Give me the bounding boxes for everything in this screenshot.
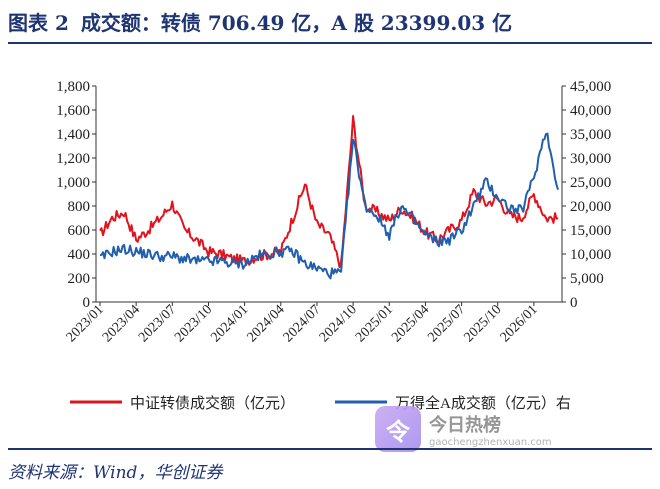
- left-tick-label: 200: [68, 271, 91, 287]
- x-tick-label: 2023/10: [172, 302, 215, 345]
- left-tick-label: 1,000: [56, 175, 90, 191]
- x-tick-label: 2025/04: [389, 302, 432, 345]
- left-tick-label: 400: [68, 247, 91, 263]
- right-tick-label: 35,000: [570, 127, 611, 143]
- series-line-convertible-bond: [99, 115, 559, 269]
- series-line-wind-all-a: [99, 132, 559, 280]
- left-tick-label: 1,400: [56, 127, 90, 143]
- right-tick-label: 40,000: [570, 103, 611, 119]
- left-tick-label: 1,600: [56, 103, 90, 119]
- turnover-chart: 0 200 400 600 800 1,000 1,200 1,400 1,600 1,800 0…: [56, 79, 611, 412]
- legend: 中证转债成交额（亿元） 万得全A成交额（亿元）右: [70, 394, 571, 412]
- legend-label: 中证转债成交额（亿元）: [130, 394, 295, 412]
- right-tick-label: 0: [570, 295, 578, 311]
- right-tick-label: 5,000: [570, 271, 604, 287]
- left-tick-label: 0: [83, 295, 91, 311]
- x-tick-label: 2025/07: [425, 302, 468, 345]
- x-tick-label: 2023/07: [136, 302, 179, 345]
- x-axis: 2023/012023/042023/072023/102024/012024/…: [64, 302, 541, 345]
- bottom-rule: [8, 448, 652, 450]
- series-lines: [99, 115, 559, 280]
- x-tick-label: 2024/07: [281, 302, 324, 345]
- x-tick-label: 2025/10: [462, 302, 505, 345]
- figure-title: 成交额：转债 706.49 亿，A 股 23399.03 亿: [80, 10, 513, 35]
- x-tick-label: 2025/01: [353, 302, 396, 345]
- watermark-logo-icon: 令: [375, 406, 421, 452]
- x-tick-label: 2023/04: [100, 302, 143, 345]
- right-tick-label: 10,000: [570, 247, 611, 263]
- left-tick-label: 1,200: [56, 151, 90, 167]
- legend-label: 万得全A成交额（亿元）右: [395, 394, 571, 412]
- x-tick-label: 2024/10: [317, 302, 360, 345]
- watermark-text: 今日热榜 gaochengzhenxuan.com: [429, 411, 552, 448]
- right-tick-label: 20,000: [570, 199, 611, 215]
- right-axis: 0 5,000 10,000 15,000 20,000 25,000 30,000 35,0…: [562, 79, 611, 311]
- watermark-name: 今日热榜: [429, 414, 501, 436]
- left-tick-label: 1,800: [56, 79, 90, 95]
- left-axis: 0 200 400 600 800 1,000 1,200 1,400 1,600 1,800: [56, 79, 96, 311]
- left-tick-label: 600: [68, 223, 91, 239]
- x-tick-label: 2026/01: [498, 302, 541, 345]
- figure-label: 图表 2: [8, 10, 69, 35]
- source-note: 资料来源：Wind，华创证券: [8, 463, 223, 483]
- right-tick-label: 45,000: [570, 79, 611, 95]
- right-tick-label: 25,000: [570, 175, 611, 191]
- x-tick-label: 2024/01: [208, 302, 251, 345]
- left-tick-label: 800: [68, 199, 91, 215]
- x-tick-label: 2024/04: [245, 302, 288, 345]
- plot-frame: [95, 86, 563, 303]
- title-rule: [8, 42, 652, 44]
- right-tick-label: 15,000: [570, 223, 611, 239]
- watermark-url: gaochengzhenxuan.com: [429, 436, 552, 448]
- watermark: 令 今日热榜 gaochengzhenxuan.com: [375, 404, 605, 454]
- right-tick-label: 30,000: [570, 151, 611, 167]
- figure-header: 图表 2 成交额：转债 706.49 亿，A 股 23399.03 亿: [8, 4, 652, 38]
